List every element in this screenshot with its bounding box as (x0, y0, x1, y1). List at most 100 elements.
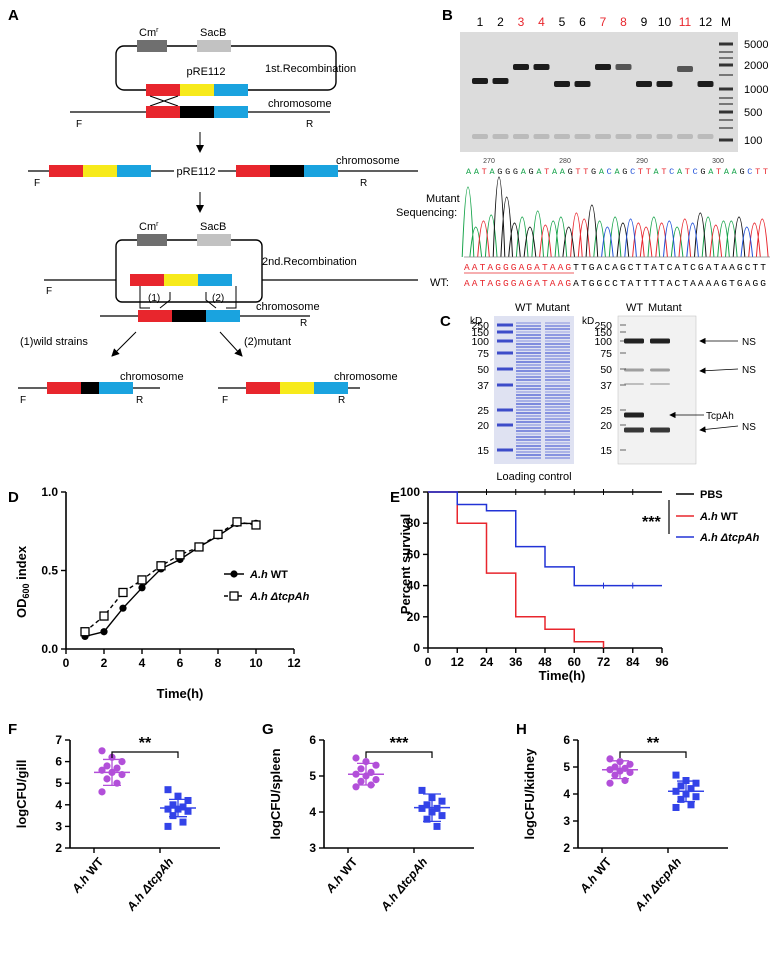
mutant-seq-black: TTGACAGCTTATCATCGATAAGCTT (573, 262, 766, 273)
scatter-point-mut (174, 792, 182, 800)
wt-lane-label-1: WT (515, 302, 532, 314)
d-xtick-label-0: 0 (63, 656, 70, 670)
scatter-point-wt (113, 764, 121, 772)
blot-annotations: NS NS TcpAh NS (669, 337, 756, 433)
scatter-sig-bracket (619, 751, 687, 758)
panel-g-letter: G (262, 721, 274, 738)
panel-c-letter: C (440, 313, 451, 330)
coomassie-mut-band (545, 361, 570, 363)
coomassie-mut-band (545, 439, 570, 441)
seq-base-26: C (669, 167, 674, 177)
seq-base-22: T (638, 167, 643, 177)
gel-lane-label-9: 9 (641, 15, 648, 29)
chrom-black-1 (180, 106, 214, 118)
mutant-red (246, 382, 280, 394)
sacb-label-2: SacB (200, 221, 226, 233)
seq-position-280: 280 (559, 158, 571, 165)
f-label-5: F (222, 395, 228, 406)
coomassie-mut-band (545, 418, 570, 420)
ns-arrow-3 (699, 425, 739, 433)
d-series-line-0 (84, 522, 256, 638)
int-yellow (83, 165, 117, 177)
seq-base-2: T (482, 167, 487, 177)
coomassie-mut-band (545, 349, 570, 351)
coomassie-mut-band (545, 337, 570, 339)
coomassie-wt-band (516, 352, 541, 354)
seq-label-2: Sequencing: (396, 207, 457, 219)
gel-primer-band-3 (513, 134, 529, 139)
scatter-ytick-label-2: 2 (563, 841, 570, 855)
d-point-mut (137, 575, 147, 585)
ladder-labels: 5000 2000 1000 500 100 (744, 39, 768, 147)
bracket-1-left (139, 286, 150, 309)
scatter-point-wt (626, 768, 634, 777)
wt-label: WT: (430, 277, 449, 289)
seq-base-38: T (763, 167, 768, 177)
ladder-minor-band-1 (719, 57, 733, 59)
seq-position-300: 300 (712, 158, 724, 165)
panel-h: H 2 3 4 5 6 logCFU/kidney A.h WT A.h ΔtcpAh ** (516, 721, 728, 914)
e-ytick-label-60: 60 (407, 547, 421, 561)
coomassie-mut-band (545, 367, 570, 369)
d-xtick-label-2: 2 (101, 656, 108, 670)
seq-base-10: T (544, 167, 549, 177)
scatter-category-label-1: A.h ΔtcpAh (123, 855, 176, 914)
scatter-point-wt (357, 777, 365, 786)
cm-label-1: Cm (139, 27, 156, 39)
scatter-point-mut (687, 785, 695, 793)
int-black (270, 165, 304, 177)
scatter-ytick-label-6: 6 (563, 733, 570, 747)
panel-d-xlabel: Time(h) (157, 686, 204, 701)
mutant-lane-label-2: Mutant (648, 302, 682, 314)
coomassie-mut-band (545, 391, 570, 393)
gel-band-lane-10 (656, 81, 673, 87)
legend-wt-italic: A.h (249, 569, 268, 581)
cat-mut-italic: A.h ΔtcpAh (123, 855, 176, 914)
scatter-point-wt (357, 765, 365, 773)
sacb-gene-1 (197, 40, 231, 52)
coomassie-marker-37 (497, 383, 513, 387)
cm-gene-1 (137, 40, 167, 52)
e-xtick-label-12: 12 (451, 655, 465, 669)
r-label-5: R (338, 395, 345, 406)
coomassie-mut-band (545, 379, 570, 381)
legend-emut: A.h ΔtcpAh (699, 532, 760, 544)
scatter-point-mut (179, 818, 187, 826)
mutant-sequence: AATAGGGAGATAAG TTGACAGCTTATCATCGATAAGCTT (464, 262, 766, 273)
coomassie-wt-band (516, 424, 541, 426)
scatter-point-mut (184, 807, 192, 815)
svg-text:A.h ΔtcpAh: A.h ΔtcpAh (249, 591, 310, 603)
coomassie-wt-band (516, 364, 541, 366)
coomassie-wt-band (516, 343, 541, 345)
coomassie-wt-band (516, 430, 541, 432)
coomassie-bands (497, 322, 570, 459)
r-label-1: R (306, 119, 313, 130)
coomassie-mut-band (545, 442, 570, 444)
coomassie-mut-band (545, 364, 570, 366)
scatter-category-label-1: A.h ΔtcpAh (377, 855, 430, 914)
marker-2-20: 20 (600, 420, 612, 432)
e-ytick-label-0: 0 (413, 641, 420, 655)
coomassie-mut-band (545, 355, 570, 357)
f-label-4: F (20, 395, 26, 406)
coomassie-wt-band (516, 334, 541, 336)
western-wt-band-2 (624, 383, 644, 385)
coomassie-mut-band (545, 331, 570, 333)
seq-base-34: A (732, 167, 738, 177)
gel-lane-label-6: 6 (579, 15, 586, 29)
crossover-line-b (149, 95, 179, 107)
western-mut-band-1 (650, 368, 670, 372)
ladder-band-1000 (719, 87, 733, 91)
coomassie-wt-band (516, 385, 541, 387)
seq-base-14: T (575, 167, 580, 177)
gel-lane-label-8: 8 (620, 15, 627, 29)
legend-pbs: PBS (700, 489, 723, 501)
coomassie-wt-band (516, 322, 541, 324)
gel-band-lane-1 (472, 78, 488, 84)
gel-band-lane-6 (574, 81, 591, 87)
coomassie-mut-band (545, 334, 570, 336)
ns-label-2: NS (742, 365, 756, 376)
scatter-point-wt (352, 754, 360, 762)
gel-primer-band-4 (533, 134, 550, 139)
